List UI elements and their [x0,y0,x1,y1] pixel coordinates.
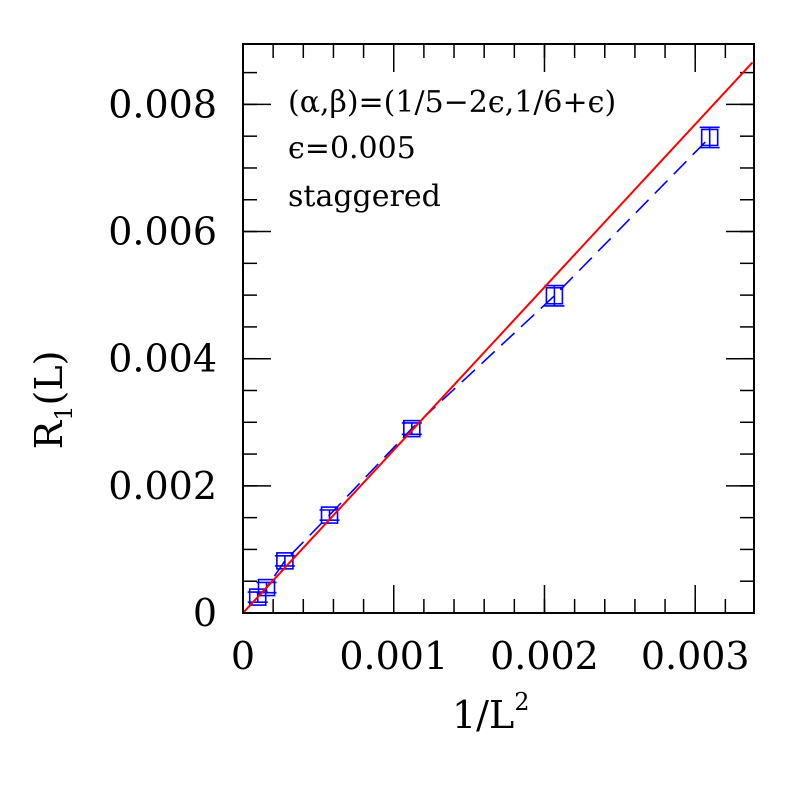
data-layer [242,61,754,614]
y-tick-label: 0.004 [108,337,217,381]
x-tick-label: 0.003 [641,634,750,678]
x-tick-label: 0.001 [339,634,448,678]
data-point [544,284,565,307]
annotation-staggered: staggered [288,179,441,214]
y-tick-label: 0.008 [108,82,217,126]
annotation-epsilon: ϵ=0.005 [288,131,416,166]
tick-labels: 0 0.001 0.002 0.003 0 0.002 0.004 0.006 0.008 [108,82,749,678]
y-axis-label-tail: (L) [27,351,71,406]
x-axis-label-main: 1/L [452,693,514,737]
y-tick-label: 0 [193,591,217,635]
square-marker [700,128,719,147]
y-axis-label-main: R [27,419,71,449]
x-tick-label: 0.002 [490,634,599,678]
square-marker [403,419,421,438]
y-tick-label: 0.006 [108,210,217,254]
square-marker [257,578,276,597]
fit-line [242,61,754,614]
x-tick-label: 0 [231,634,255,678]
data-point [401,419,422,438]
y-tick-label: 0.002 [108,464,217,508]
annotation-params: (α,β)=(1/5−2ϵ,1/6+ϵ) [288,85,616,120]
data-point [699,126,720,149]
y-axis-label-sub: 1 [50,405,78,420]
square-marker [545,286,564,305]
x-axis-label-sup: 2 [514,688,529,716]
x-axis-label: 1/L2 [452,688,530,737]
square-marker [320,506,339,524]
ticks-layer [242,44,754,614]
y-axis-label: R1(L) [27,351,78,450]
plot-frame [242,43,755,614]
